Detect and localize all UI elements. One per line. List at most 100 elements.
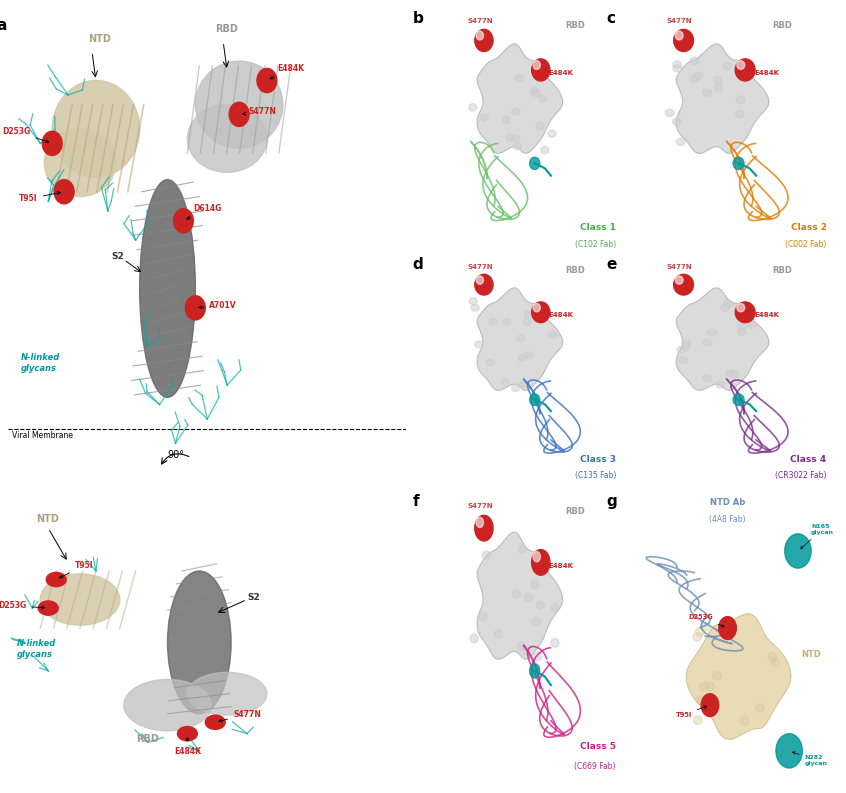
Circle shape: [257, 68, 277, 93]
Ellipse shape: [495, 631, 503, 640]
Text: S477N: S477N: [667, 263, 692, 270]
Circle shape: [533, 304, 541, 312]
Circle shape: [701, 694, 719, 717]
Text: D614G: D614G: [187, 204, 222, 219]
Ellipse shape: [729, 661, 738, 669]
Ellipse shape: [489, 323, 497, 330]
Ellipse shape: [733, 649, 742, 657]
Ellipse shape: [737, 666, 745, 674]
Text: NTD Ab: NTD Ab: [710, 498, 745, 508]
Ellipse shape: [537, 622, 545, 630]
Ellipse shape: [473, 96, 481, 103]
Ellipse shape: [695, 71, 704, 78]
Ellipse shape: [732, 338, 741, 345]
Text: RBD: RBD: [565, 507, 585, 516]
Ellipse shape: [527, 347, 535, 354]
Text: (C002 Fab): (C002 Fab): [785, 240, 827, 249]
Ellipse shape: [536, 56, 543, 64]
Circle shape: [735, 59, 755, 81]
Ellipse shape: [195, 61, 283, 148]
Circle shape: [719, 617, 736, 639]
Ellipse shape: [725, 343, 733, 351]
Ellipse shape: [468, 585, 475, 594]
Ellipse shape: [775, 720, 784, 729]
Ellipse shape: [545, 349, 553, 356]
Circle shape: [673, 29, 694, 52]
Circle shape: [475, 274, 493, 295]
Text: E484K: E484K: [548, 70, 574, 76]
Circle shape: [737, 60, 744, 70]
Text: RBD: RBD: [215, 24, 238, 34]
Ellipse shape: [525, 357, 534, 364]
Ellipse shape: [52, 81, 140, 178]
Ellipse shape: [668, 376, 678, 383]
Ellipse shape: [753, 113, 761, 121]
Ellipse shape: [550, 105, 558, 112]
Circle shape: [229, 102, 249, 126]
Text: S2: S2: [247, 592, 260, 602]
Circle shape: [475, 29, 493, 52]
Ellipse shape: [530, 312, 539, 320]
Circle shape: [54, 180, 74, 204]
Text: NTD: NTD: [801, 649, 821, 659]
Circle shape: [531, 302, 550, 323]
Circle shape: [476, 517, 484, 527]
Ellipse shape: [469, 320, 477, 327]
Circle shape: [476, 276, 484, 284]
Ellipse shape: [513, 614, 521, 623]
Circle shape: [533, 60, 541, 70]
Text: Class 3: Class 3: [580, 455, 616, 464]
Circle shape: [476, 31, 484, 40]
Circle shape: [776, 734, 802, 768]
Ellipse shape: [755, 375, 765, 382]
Text: (CR3022 Fab): (CR3022 Fab): [775, 471, 827, 480]
Ellipse shape: [544, 105, 552, 113]
Ellipse shape: [487, 337, 496, 344]
Text: (4A8 Fab): (4A8 Fab): [709, 515, 746, 524]
Text: Viral Membrane: Viral Membrane: [13, 431, 74, 440]
Text: E484K: E484K: [548, 312, 574, 318]
Polygon shape: [686, 614, 791, 739]
Ellipse shape: [750, 139, 759, 146]
Circle shape: [178, 726, 197, 741]
Ellipse shape: [548, 382, 557, 389]
Text: e: e: [607, 257, 617, 272]
Text: N165
glycan: N165 glycan: [800, 524, 834, 549]
Text: g: g: [607, 494, 618, 509]
Ellipse shape: [700, 116, 708, 123]
Circle shape: [733, 394, 744, 405]
Text: A701V: A701V: [199, 301, 237, 310]
Ellipse shape: [530, 546, 539, 555]
Ellipse shape: [507, 305, 514, 312]
Polygon shape: [477, 532, 563, 659]
Text: RBD: RBD: [135, 734, 158, 745]
Circle shape: [47, 573, 66, 587]
Ellipse shape: [673, 374, 681, 381]
Circle shape: [675, 31, 683, 40]
Ellipse shape: [188, 672, 267, 715]
Ellipse shape: [528, 124, 536, 131]
Ellipse shape: [722, 663, 731, 672]
Ellipse shape: [514, 579, 523, 588]
Ellipse shape: [547, 90, 554, 98]
Text: T95I: T95I: [19, 192, 61, 204]
Text: D253G: D253G: [3, 127, 49, 143]
Ellipse shape: [665, 96, 674, 103]
Ellipse shape: [495, 330, 503, 337]
Ellipse shape: [485, 128, 493, 136]
Ellipse shape: [44, 129, 116, 197]
Ellipse shape: [124, 680, 212, 731]
Ellipse shape: [41, 574, 120, 625]
Text: S477N: S477N: [219, 710, 261, 722]
Ellipse shape: [719, 696, 728, 705]
Text: d: d: [413, 257, 424, 272]
Ellipse shape: [760, 357, 769, 364]
Ellipse shape: [698, 135, 706, 142]
Polygon shape: [477, 44, 563, 153]
Text: S477N: S477N: [243, 107, 277, 117]
Circle shape: [531, 59, 550, 81]
Circle shape: [533, 552, 541, 561]
Ellipse shape: [728, 675, 736, 684]
Text: RBD: RBD: [565, 21, 585, 30]
Text: N-linked
glycans: N-linked glycans: [16, 639, 56, 659]
